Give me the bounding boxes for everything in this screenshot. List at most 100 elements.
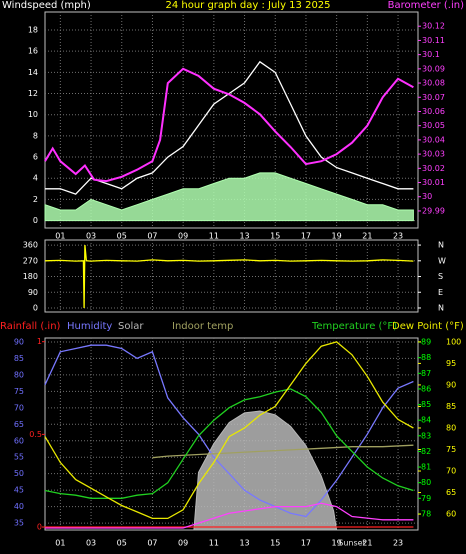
y-tick-label: 90 — [446, 380, 456, 389]
legend-entry: Humidity — [67, 321, 112, 332]
y-tick-label: E — [438, 288, 443, 297]
y-tick-label: 85 — [14, 354, 24, 363]
legend-entry: Temperature (°F) — [311, 321, 397, 332]
wind-axis-label: Windspeed (mph) — [2, 0, 91, 11]
y-tick-label: 87 — [421, 369, 431, 378]
y-tick-label: 85 — [446, 402, 456, 411]
y-tick-label: 80 — [14, 370, 24, 379]
y-tick-label: 65 — [446, 488, 456, 497]
x-tick-label: 11 — [209, 232, 219, 241]
y-tick-label: 14 — [28, 68, 38, 77]
plot-area — [44, 239, 419, 313]
y-tick-label: 30.07 — [422, 93, 445, 102]
x-tick-label: 09 — [178, 232, 188, 241]
y-tick-label: 82 — [421, 447, 431, 456]
x-tick-label: 13 — [239, 232, 249, 241]
y-tick-label: 88 — [421, 353, 431, 362]
y-tick-label: 95 — [446, 359, 456, 368]
y-tick-label: 35 — [14, 519, 24, 528]
x-tick-label: 23 — [393, 232, 403, 241]
y-tick-label: 84 — [421, 416, 431, 425]
y-tick-label: 10 — [28, 110, 38, 119]
y-tick-label: 6 — [33, 153, 38, 162]
y-tick-label: 0 — [37, 523, 42, 532]
series-line — [44, 245, 414, 309]
y-tick-label: 78 — [421, 509, 431, 518]
y-tick-label: 30.04 — [422, 135, 445, 144]
x-tick-label: 01 — [55, 232, 65, 241]
y-tick-label: 75 — [14, 387, 24, 396]
legend-entry: Solar — [118, 321, 144, 332]
y-tick-label: 270 — [23, 256, 38, 265]
y-tick-label: 180 — [23, 272, 38, 281]
series-area — [44, 172, 414, 222]
x-tick-label: 17 — [301, 539, 311, 548]
y-tick-label: 85 — [421, 400, 431, 409]
barometer-axis-label: Barometer (.in) — [388, 0, 464, 11]
y-tick-label: 60 — [14, 436, 24, 445]
y-tick-label: 65 — [14, 420, 24, 429]
series-line — [44, 388, 414, 499]
y-tick-label: 60 — [446, 510, 456, 519]
x-tick-label: 21 — [362, 539, 372, 548]
legend-entry: Indoor temp — [172, 321, 233, 332]
y-tick-label: 81 — [421, 463, 431, 472]
series-line — [45, 502, 414, 529]
legend-entry: Rainfall (.in) — [0, 321, 61, 332]
y-tick-label: 79 — [421, 494, 431, 503]
y-tick-label: 0 — [33, 216, 38, 225]
series-line — [44, 67, 414, 183]
y-tick-label: 12 — [28, 89, 38, 98]
x-tick-label: 05 — [117, 232, 127, 241]
legend-entry: Dew Point (°F) — [392, 321, 464, 332]
y-tick-label: 50 — [14, 469, 24, 478]
x-tick-label: 15 — [270, 232, 280, 241]
y-tick-label: 75 — [446, 445, 456, 454]
y-tick-label: 30.06 — [422, 107, 445, 116]
x-tick-label: 21 — [362, 232, 372, 241]
x-tick-label: 13 — [239, 539, 249, 548]
series-area — [193, 410, 338, 531]
y-tick-label: 86 — [421, 384, 431, 393]
y-tick-label: 30.09 — [422, 64, 445, 73]
x-tick-label: 23 — [393, 539, 403, 548]
y-tick-label: 80 — [421, 478, 431, 487]
y-tick-label: 70 — [446, 467, 456, 476]
y-tick-label: 90 — [28, 288, 38, 297]
y-tick-label: 55 — [14, 453, 24, 462]
x-tick-label: 15 — [270, 539, 280, 548]
y-tick-label: 8 — [33, 131, 38, 140]
y-tick-label: 30.1 — [422, 50, 440, 59]
y-tick-label: 45 — [14, 486, 24, 495]
series-line — [44, 344, 414, 518]
y-tick-label: 89 — [421, 338, 431, 347]
y-tick-label: 70 — [14, 403, 24, 412]
series-line — [44, 341, 414, 520]
y-tick-label: 80 — [446, 423, 456, 432]
x-tick-label: 19 — [332, 232, 342, 241]
series-line — [152, 444, 414, 459]
x-tick-label: 19 — [332, 539, 342, 548]
y-tick-label: W — [438, 256, 446, 265]
y-tick-label: S — [438, 272, 443, 281]
y-tick-label: 16 — [28, 47, 38, 56]
y-tick-label: 90 — [14, 337, 24, 346]
y-tick-label: 30 — [422, 192, 432, 201]
x-tick-label: 03 — [86, 232, 96, 241]
y-tick-label: 30.08 — [422, 79, 445, 88]
x-tick-label: 17 — [301, 232, 311, 241]
y-tick-label: 100 — [446, 337, 461, 346]
y-tick-label: 1 — [37, 337, 42, 346]
y-tick-label: 18 — [28, 26, 38, 35]
x-tick-label: 05 — [117, 539, 127, 548]
y-tick-label: N — [438, 241, 444, 250]
y-tick-label: 83 — [421, 431, 431, 440]
y-tick-label: 30.02 — [422, 164, 445, 173]
y-tick-label: 30.03 — [422, 150, 445, 159]
y-tick-label: 2 — [33, 195, 38, 204]
y-tick-label: N — [438, 303, 444, 312]
x-tick-label: 07 — [147, 539, 157, 548]
y-tick-label: 29.99 — [422, 206, 445, 215]
y-tick-label: 30.11 — [422, 36, 445, 45]
